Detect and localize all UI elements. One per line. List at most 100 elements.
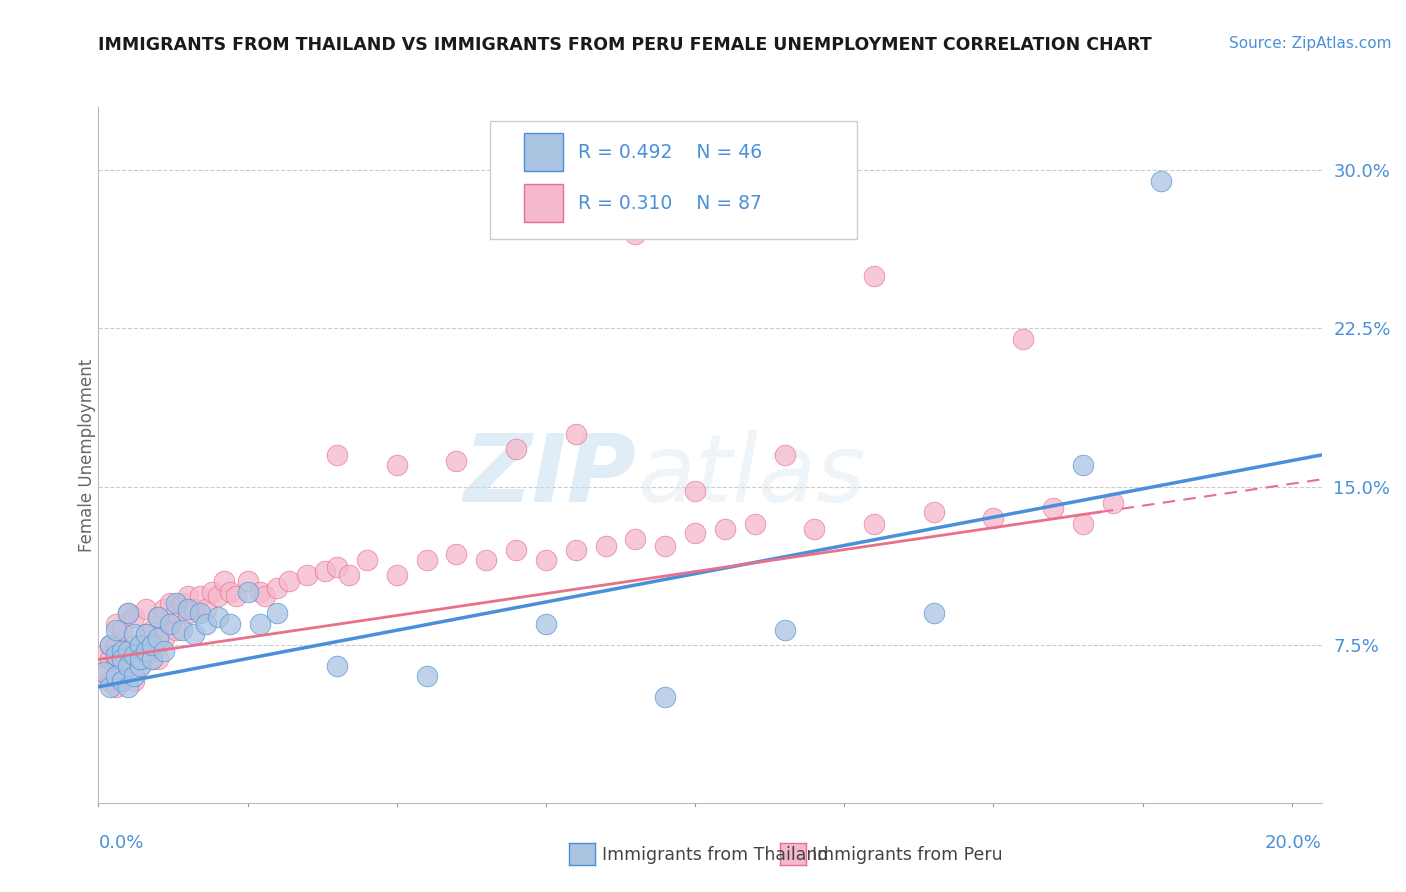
Point [111, 648, 134, 663]
Point [595, 539, 617, 553]
Point [117, 680, 139, 694]
Point [194, 602, 217, 616]
Point [122, 673, 145, 688]
Point [249, 616, 271, 631]
Point [122, 638, 145, 652]
Point [385, 458, 408, 473]
Point [446, 547, 468, 561]
Point [159, 616, 181, 631]
Point [117, 665, 139, 679]
Point [624, 533, 647, 547]
Point [505, 442, 527, 456]
Point [98, 680, 121, 694]
Point [254, 589, 277, 603]
Point [1071, 458, 1094, 473]
Text: 0.0%: 0.0% [98, 834, 143, 852]
Point [105, 669, 128, 683]
Point [326, 448, 349, 462]
Point [188, 589, 211, 603]
Text: ZIP: ZIP [464, 430, 637, 522]
Point [1071, 517, 1094, 532]
Point [683, 525, 706, 540]
Point [534, 616, 557, 631]
Point [135, 627, 157, 641]
Point [326, 658, 349, 673]
Point [105, 652, 128, 666]
Point [415, 553, 437, 567]
Text: Source: ZipAtlas.com: Source: ZipAtlas.com [1229, 36, 1392, 51]
Point [122, 648, 145, 663]
Point [141, 623, 163, 637]
Point [98, 673, 121, 688]
Point [122, 627, 145, 641]
Point [188, 606, 211, 620]
Point [159, 616, 181, 631]
Point [93, 669, 115, 683]
Point [446, 454, 468, 468]
Point [415, 669, 437, 683]
Point [177, 602, 200, 616]
Point [141, 652, 163, 666]
FancyBboxPatch shape [489, 121, 856, 239]
Point [129, 638, 152, 652]
Text: 20.0%: 20.0% [1265, 834, 1322, 852]
Text: IMMIGRANTS FROM THAILAND VS IMMIGRANTS FROM PERU FEMALE UNEMPLOYMENT CORRELATION: IMMIGRANTS FROM THAILAND VS IMMIGRANTS F… [98, 36, 1152, 54]
Point [773, 623, 796, 637]
Point [922, 606, 945, 620]
Point [129, 638, 152, 652]
Point [117, 658, 139, 673]
Point [129, 658, 152, 673]
Point [146, 652, 169, 666]
Point [803, 522, 825, 536]
Point [129, 652, 152, 666]
Point [314, 564, 336, 578]
Point [105, 616, 128, 631]
Point [207, 610, 229, 624]
Point [337, 568, 360, 582]
Point [93, 648, 115, 663]
Point [624, 227, 647, 241]
Text: atlas: atlas [637, 430, 865, 521]
Point [744, 517, 766, 532]
Point [1012, 332, 1035, 346]
Point [356, 553, 378, 567]
Point [278, 574, 301, 589]
Point [111, 673, 134, 688]
Point [863, 268, 886, 283]
Point [212, 574, 235, 589]
Bar [524, 184, 564, 222]
Point [236, 585, 259, 599]
Point [122, 669, 145, 683]
Point [773, 448, 796, 462]
Text: R = 0.492    N = 46: R = 0.492 N = 46 [578, 143, 762, 161]
Point [105, 648, 128, 663]
Point [385, 568, 408, 582]
Point [141, 638, 163, 652]
Point [565, 542, 588, 557]
Point [475, 553, 498, 567]
Point [165, 606, 187, 620]
Y-axis label: Female Unemployment: Female Unemployment [79, 359, 96, 551]
Point [122, 610, 145, 624]
Point [98, 652, 121, 666]
Point [98, 638, 121, 652]
Point [201, 585, 224, 599]
Point [183, 627, 205, 641]
Point [194, 616, 217, 631]
Point [177, 589, 200, 603]
Point [159, 595, 181, 609]
Point [177, 606, 200, 620]
Text: Immigrants from Thailand: Immigrants from Thailand [591, 846, 828, 863]
Point [111, 669, 134, 683]
Bar [524, 133, 564, 171]
Point [111, 623, 134, 637]
Point [146, 610, 169, 624]
Point [714, 522, 737, 536]
Point [117, 644, 139, 658]
Point [297, 568, 319, 582]
Point [141, 652, 163, 666]
Point [565, 426, 588, 441]
Point [135, 602, 157, 616]
Point [170, 623, 193, 637]
Point [249, 585, 271, 599]
